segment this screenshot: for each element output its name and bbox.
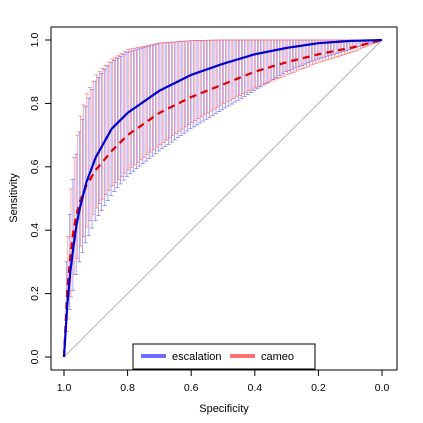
y-tick-label: 0.0 xyxy=(29,350,41,365)
y-tick-label: 1.0 xyxy=(29,33,41,48)
curve-escalation xyxy=(62,38,383,358)
x-tick-label: 0.8 xyxy=(120,382,135,394)
x-tick-label: 0.4 xyxy=(247,382,262,394)
curve-cameo xyxy=(62,38,383,358)
x-axis-title: Specificity xyxy=(199,403,249,415)
y-axis-title: Sensitivity xyxy=(8,173,20,223)
reference-layer xyxy=(63,39,383,358)
legend-label-cameo: cameo xyxy=(261,351,294,363)
x-axis: 1.0 0.8 0.6 0.4 0.2 0.0 xyxy=(57,369,390,394)
curve-layer xyxy=(62,38,383,358)
x-tick-label: 0.6 xyxy=(184,382,199,394)
y-tick-label: 0.4 xyxy=(29,223,41,238)
legend-label-escalation: escalation xyxy=(172,351,222,363)
x-tick-label: 0.0 xyxy=(375,382,390,394)
y-axis: 0.0 0.2 0.4 0.6 0.8 1.0 xyxy=(29,33,52,365)
reference-diagonal xyxy=(63,39,383,358)
x-tick-label: 1.0 xyxy=(57,382,72,394)
legend: escalation cameo xyxy=(132,343,316,370)
y-tick-label: 0.6 xyxy=(29,159,41,174)
y-tick-label: 0.2 xyxy=(29,286,41,301)
y-tick-label: 0.8 xyxy=(29,96,41,111)
x-tick-label: 0.2 xyxy=(311,382,326,394)
